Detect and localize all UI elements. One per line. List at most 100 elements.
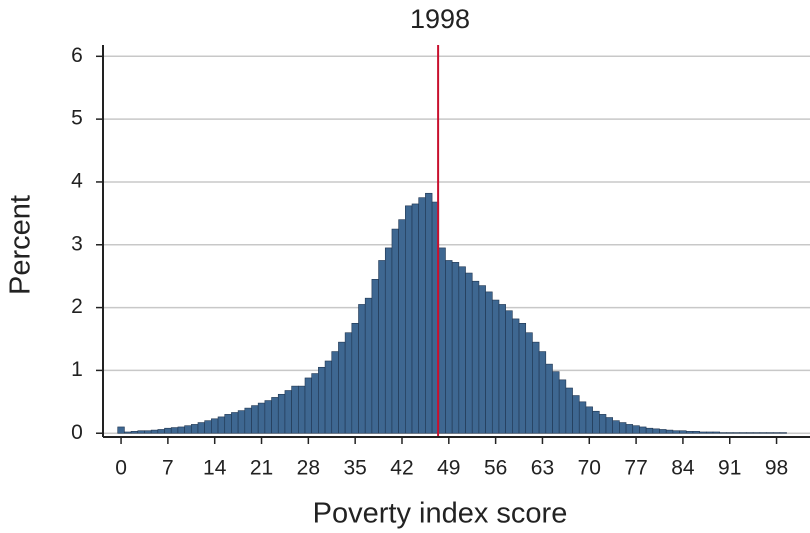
bar [706,431,714,434]
bar [164,427,172,434]
bar [759,432,767,434]
bar [645,427,654,434]
bar [639,426,647,434]
bar [277,393,286,434]
bar [732,432,741,434]
bar [619,422,627,434]
x-tick-label: 21 [250,457,273,480]
bar [766,432,774,434]
bar [665,429,674,434]
bar [532,341,540,434]
bar [712,431,721,434]
x-tick-label: 98 [765,457,788,480]
bar [244,407,252,434]
x-tick-label: 63 [531,457,554,480]
bar [364,297,373,434]
bar [572,395,580,434]
bar [772,432,781,434]
bar [150,429,159,434]
y-tick-label: 6 [71,44,83,67]
x-tick-label: 28 [297,457,320,480]
bar [505,310,513,434]
bar [117,426,125,434]
bar [130,431,139,434]
x-tick-label: 91 [718,457,741,480]
bar [518,322,527,434]
x-tick-label: 0 [115,457,127,480]
bar [251,405,259,434]
bar [445,260,453,434]
x-tick-label: 7 [162,457,174,480]
bar [291,385,299,434]
bar [592,410,600,434]
bar [692,431,700,434]
bar [599,414,607,434]
bar [679,430,687,434]
y-axis-label: Percent [5,195,37,295]
bar [545,363,553,434]
bar [451,262,460,434]
bar [237,410,246,434]
bar [391,228,399,434]
bar [491,299,500,434]
bar [170,427,179,434]
bar [405,205,413,434]
bar [284,390,292,434]
bar [498,304,506,434]
bar [344,332,353,434]
bar [384,247,393,434]
x-tick-label: 49 [437,457,460,480]
bar [578,401,587,434]
y-tick-label: 5 [71,107,83,130]
bar [378,260,386,434]
y-tick-label: 4 [71,169,83,192]
bar [271,397,279,434]
bar [538,351,547,434]
bar [204,420,212,434]
bar [331,351,339,434]
bar [398,219,406,434]
bar [264,400,272,434]
bar [485,291,493,434]
bar [311,373,319,434]
bar [197,422,205,434]
bar [525,332,533,434]
bar [625,424,634,434]
bar [351,322,359,434]
bar [438,247,446,434]
bar [358,304,366,434]
bar [304,377,312,434]
x-tick-label: 56 [484,457,507,480]
bar [512,318,520,434]
bar [726,432,734,434]
bar [652,428,660,434]
bar [324,360,333,434]
bar [257,402,266,434]
bar [124,431,132,434]
y-tick-label: 3 [71,232,83,255]
bar [177,426,185,434]
bar [478,285,486,434]
x-tick-label: 77 [624,457,647,480]
bar [746,432,754,434]
bar [552,371,560,434]
bar [558,379,567,434]
bar [458,266,466,434]
bar [144,430,152,434]
bar [465,272,473,434]
x-axis-label: Poverty index score [313,498,568,530]
bar [190,424,199,434]
x-tick-label: 70 [578,457,601,480]
bar [565,387,573,434]
bar [685,431,694,434]
bar [612,420,620,434]
x-tick-label: 14 [203,457,227,480]
bar [699,431,707,434]
bar [298,385,306,434]
x-tick-label: 42 [390,457,413,480]
bar [231,412,239,434]
bar [371,279,379,434]
bar [184,425,192,434]
bar [779,432,787,434]
